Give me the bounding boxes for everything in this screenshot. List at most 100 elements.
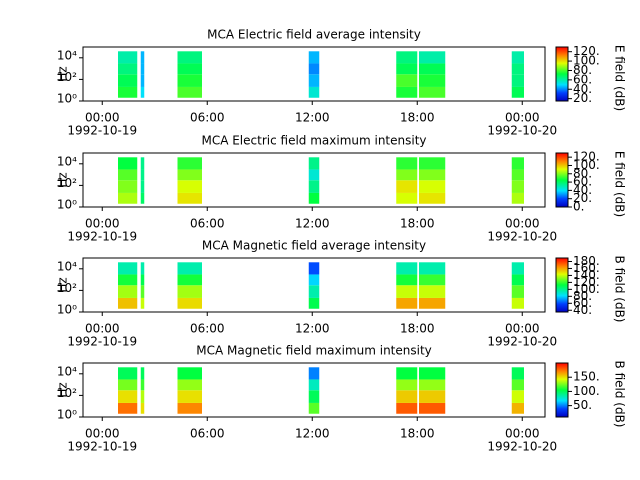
colorbar-tick-label: 100. [573, 158, 600, 172]
spectrogram-cell [419, 74, 446, 87]
spectrogram-cell [118, 51, 138, 64]
colorbar-tick-label: 120. [573, 44, 600, 58]
y-tick-label: 10⁴ [57, 154, 77, 168]
y-tick-label: 10⁴ [57, 48, 77, 62]
spectrogram-cell [177, 63, 202, 75]
panel-title: MCA Electric field maximum intensity [201, 134, 426, 148]
colorbar-tick-label: 60. [573, 72, 592, 86]
spectrogram-cell [177, 51, 202, 64]
colorbar-tick-label: 180. [573, 254, 600, 268]
spectrogram-cell [308, 169, 320, 181]
y-tick-label: 10⁰ [57, 303, 77, 317]
x-tick-label: 00:00 [505, 427, 540, 441]
spectrogram-cell [419, 285, 446, 298]
spectrogram-cell [140, 367, 145, 380]
spectrogram-cell [419, 157, 446, 170]
spectrogram-cell [511, 74, 524, 87]
spectrogram-cell [396, 262, 418, 275]
spectrogram-cell [511, 169, 524, 181]
colorbar-tick-label: 40. [573, 82, 592, 96]
spectrogram-cell [118, 297, 138, 309]
spectrogram-cell [118, 285, 138, 298]
x-tick-label: 12:00 [295, 322, 330, 336]
y-tick-label: 10² [57, 281, 77, 295]
spectrogram-cell [308, 379, 320, 391]
spectrogram-cell [419, 390, 446, 403]
spectrogram-cell [419, 367, 446, 380]
spectrogram-cell [140, 74, 145, 87]
spectrogram-cell [308, 157, 320, 170]
spectrogram-cell [511, 157, 524, 170]
spectrogram-cell [140, 402, 145, 414]
colorbar-tick-label: 20. [573, 191, 592, 205]
spectrogram-cell [140, 379, 145, 391]
colorbar-tick-label: 0. [573, 200, 584, 214]
y-tick-label: 10⁰ [57, 92, 77, 106]
date-label: 1992-10-19 [67, 124, 137, 138]
spectrogram-cell [396, 51, 418, 64]
x-tick-label: 18:00 [400, 427, 435, 441]
date-label: 1992-10-20 [487, 335, 557, 349]
spectrogram-cell [396, 169, 418, 181]
spectrogram-cell [308, 192, 320, 204]
spectrogram-cell [118, 262, 138, 275]
spectrogram-cell [419, 402, 446, 414]
colorbar-tick-label: 60. [573, 175, 592, 189]
colorbar-tick-label: 40. [573, 303, 592, 317]
spectrogram-cell [177, 180, 202, 193]
spectrogram-cell [308, 285, 320, 298]
spectrogram-cell [140, 192, 145, 204]
spectrogram-cell [177, 379, 202, 391]
x-tick-label: 00:00 [85, 427, 120, 441]
colorbar-tick-label: 40. [573, 183, 592, 197]
spectrogram-cell [308, 51, 320, 64]
spectrogram-cell [140, 285, 145, 298]
spectrogram-cell [419, 180, 446, 193]
spectrogram-cell [396, 86, 418, 98]
spectrogram-cell [140, 390, 145, 403]
spectrogram-cell [140, 63, 145, 75]
colorbar [555, 152, 569, 208]
colorbar-tick-label: 120. [573, 150, 600, 164]
spectrogram-cell [419, 169, 446, 181]
spectrogram-cell [511, 262, 524, 275]
spectrogram-cell [511, 192, 524, 204]
spectrogram-cell [177, 367, 202, 380]
colorbar-tick-label: 60. [573, 296, 592, 310]
colorbar-tick-label: 80. [573, 63, 592, 77]
spectrogram-cell [511, 367, 524, 380]
spectrogram-cell [177, 157, 202, 170]
date-label: 1992-10-20 [487, 230, 557, 244]
spectrogram-cell [511, 180, 524, 193]
spectrogram-cell [140, 157, 145, 170]
spectrogram-cell [396, 180, 418, 193]
spectrogram-cell [140, 297, 145, 309]
x-tick-label: 00:00 [85, 322, 120, 336]
spectrogram-cell [118, 86, 138, 98]
spectrogram-cell [177, 169, 202, 181]
spectrogram-cell [308, 402, 320, 414]
spectrogram-cell [511, 402, 524, 414]
y-tick-label: 10² [57, 70, 77, 84]
spectrogram-cell [308, 390, 320, 403]
spectrogram-cell [177, 390, 202, 403]
spectrogram-cell [177, 402, 202, 414]
x-tick-label: 12:00 [295, 427, 330, 441]
colorbar-tick-label: 80. [573, 166, 592, 180]
spectrogram-cell [419, 63, 446, 75]
spectrogram-cell [419, 297, 446, 309]
colorbar-tick-label: 100. [573, 384, 600, 398]
x-tick-label: 18:00 [400, 217, 435, 231]
spectrogram-cell [419, 192, 446, 204]
x-tick-label: 18:00 [400, 111, 435, 125]
plot-frame [82, 362, 546, 418]
spectrogram-cell [118, 402, 138, 414]
colorbar-tick-label: 160. [573, 261, 600, 275]
colorbar-tick-label: 20. [573, 91, 592, 105]
spectrogram-cell [118, 192, 138, 204]
colorbar-tick-label: 120. [573, 275, 600, 289]
spectrogram-cell [396, 157, 418, 170]
colorbar-tick-label: 80. [573, 289, 592, 303]
spectrogram-cell [177, 192, 202, 204]
